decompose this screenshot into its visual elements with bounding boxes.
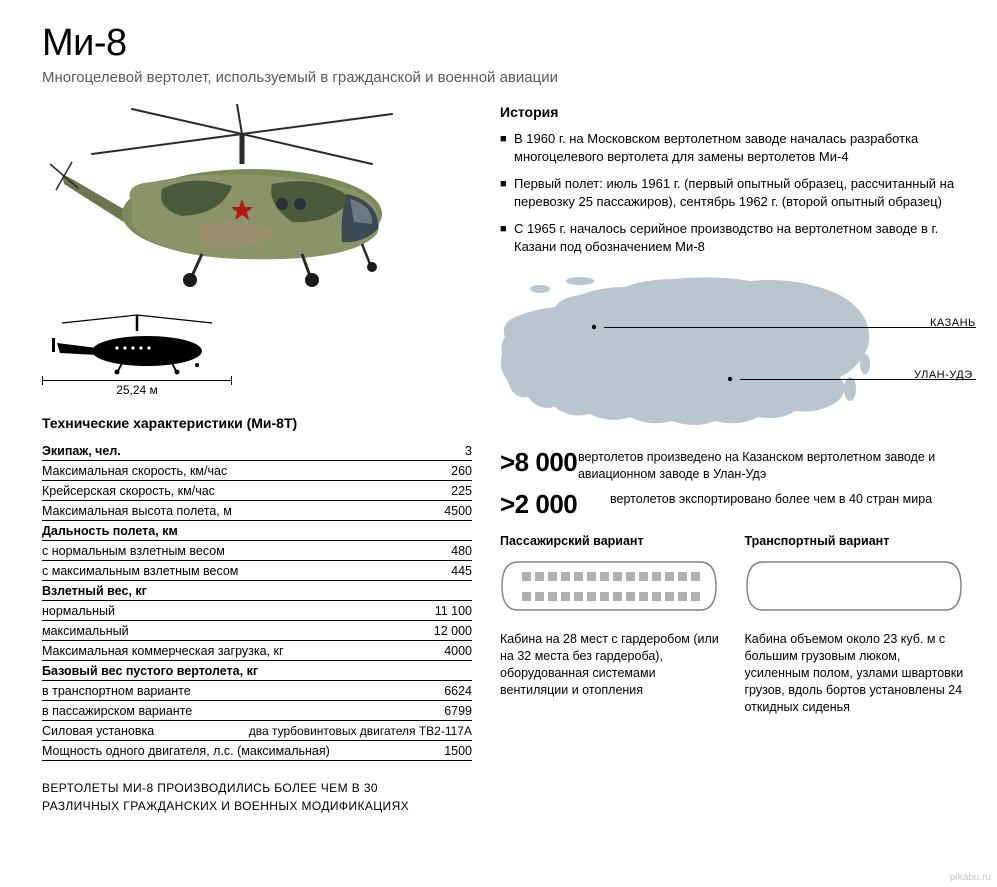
spec-row: в транспортном варианте6624: [42, 681, 472, 701]
history-item: ■Первый полет: июль 1961 г. (первый опыт…: [500, 175, 967, 210]
spec-row: с максимальным взлетным весом445: [42, 561, 472, 581]
history-heading: История: [500, 104, 967, 120]
helicopter-silhouette: 25,24 м: [42, 313, 232, 397]
spec-row: Максимальная коммерческая загрузка, кг40…: [42, 641, 472, 661]
history-item: ■С 1965 г. началось серийное производств…: [500, 220, 967, 255]
map-city-label: УЛАН-УДЭ: [914, 369, 973, 381]
spec-group: Базовый вес пустого вертолета, кг: [42, 661, 472, 681]
spec-row: Мощность одного двигателя, л.с. (максима…: [42, 741, 472, 761]
page-title: Ми-8: [42, 22, 967, 65]
spec-group: Взлетный вес, кг: [42, 581, 472, 601]
footer-note: ВЕРТОЛЕТЫ МИ-8 ПРОИЗВОДИЛИСЬ БОЛЕЕ ЧЕМ В…: [42, 779, 472, 815]
cabin-passenger-diagram: [500, 558, 720, 614]
variant-transport: Транспортный вариант Кабина объемом окол…: [745, 534, 968, 715]
stat-row: >8 000вертолетов произведено на Казанско…: [500, 447, 967, 483]
spec-row: Максимальная высота полета, м4500: [42, 501, 472, 521]
stats-block: >8 000вертолетов произведено на Казанско…: [500, 447, 967, 520]
spec-row: Экипаж, чел.3: [42, 441, 472, 461]
spec-row: максимальный12 000: [42, 621, 472, 641]
spec-row: Силовая установкадва турбовинтовых двига…: [42, 721, 472, 741]
history-item: ■В 1960 г. на Московском вертолетном зав…: [500, 130, 967, 165]
length-label: 25,24 м: [42, 381, 232, 397]
watermark: pikabu.ru: [950, 872, 991, 883]
stat-row: >2 000вертолетов экспортировано более че…: [500, 489, 967, 520]
spec-row: с нормальным взлетным весом480: [42, 541, 472, 561]
spec-row: нормальный11 100: [42, 601, 472, 621]
map-city-label: КАЗАНЬ: [930, 317, 976, 329]
cabin-transport-diagram: [745, 558, 965, 614]
spec-row: Крейсерская скорость, км/час225: [42, 481, 472, 501]
spec-row: Максимальная скорость, км/час260: [42, 461, 472, 481]
spec-row: в пассажирском варианте6799: [42, 701, 472, 721]
page-subtitle: Многоцелевой вертолет, используемый в гр…: [42, 69, 967, 86]
specs-table: Экипаж, чел.3Максимальная скорость, км/ч…: [42, 441, 472, 761]
spec-group: Дальность полета, км: [42, 521, 472, 541]
variant-passenger: Пассажирский вариант Кабина на 28 мест с…: [500, 534, 723, 715]
specs-heading: Технические характеристики (Ми-8Т): [42, 415, 472, 431]
history-list: ■В 1960 г. на Московском вертолетном зав…: [500, 130, 967, 255]
helicopter-render: [42, 104, 442, 304]
map-leader-line: [604, 327, 976, 328]
russia-map: КАЗАНЬУЛАН-УДЭ: [500, 269, 967, 439]
